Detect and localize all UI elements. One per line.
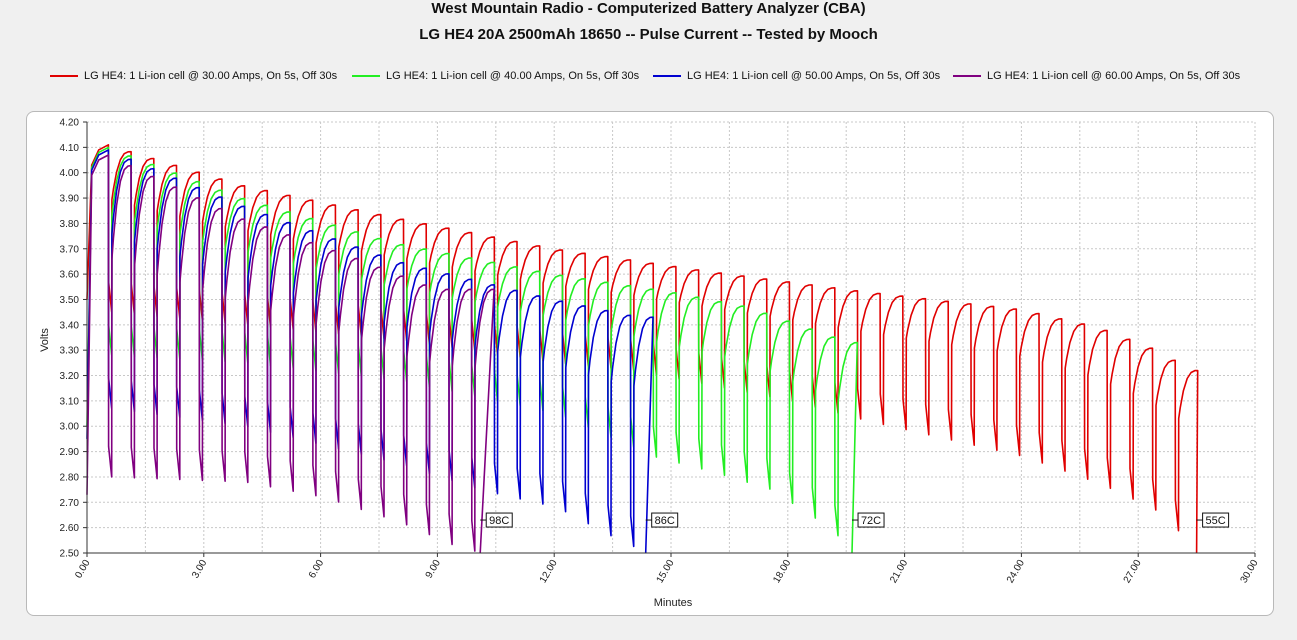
y-tick-label: 2.60 [60,523,80,534]
y-tick-label: 4.10 [60,143,80,154]
x-tick-label: 18.00 [771,558,793,586]
x-tick-label: 12.00 [538,558,560,586]
end-label-text: 72C [861,515,881,527]
y-tick-label: 2.70 [60,498,80,509]
x-tick-label: 21.00 [888,558,910,586]
end-label-box [1202,512,1230,528]
end-label-box [485,512,513,528]
y-tick-label: 3.90 [60,194,80,205]
y-tick-label: 2.90 [60,447,80,458]
chart-subtitle: LG HE4 20A 2500mAh 18650 -- Pulse Curren… [419,26,878,43]
legend-label-40a: LG HE4: 1 Li-ion cell @ 40.00 Amps, On 5… [386,70,640,82]
x-axis-title: Minutes [654,597,693,609]
y-axis-title: Volts [39,328,51,352]
legend-swatch-40a [352,75,380,77]
y-tick-label: 2.80 [60,472,80,483]
legend-item-50a: LG HE4: 1 Li-ion cell @ 50.00 Amps, On 5… [653,70,940,82]
y-tick-label: 3.80 [60,219,80,230]
legend-label-30a: LG HE4: 1 Li-ion cell @ 30.00 Amps, On 5… [84,70,338,82]
grid-lines [87,121,1256,553]
chart-legend: LG HE4: 1 Li-ion cell @ 30.00 Amps, On 5… [50,70,1270,86]
y-tick-label: 3.40 [60,320,80,331]
x-tick-label: 6.00 [307,558,326,581]
x-tick-label: 30.00 [1239,558,1261,586]
x-tick-label: 3.00 [190,558,209,581]
x-tick-label: 27.00 [1122,558,1144,586]
end-label-text: 98C [489,515,509,527]
legend-label-60a: LG HE4: 1 Li-ion cell @ 60.00 Amps, On 5… [987,70,1241,82]
x-tick-label: 0.00 [73,558,92,581]
legend-swatch-60a [953,75,981,77]
y-tick-label: 3.30 [60,346,80,357]
end-labels: 55C 72C 86C 98C [480,512,1230,528]
series-end-label: 98C [480,512,513,528]
series-end-label: 72C [852,512,885,528]
x-tick-label: 15.00 [655,558,677,586]
y-tick-label: 3.60 [60,270,80,281]
y-tick-label: 3.20 [60,371,80,382]
series-line [86,149,654,554]
y-tick-label: 4.20 [60,118,80,129]
legend-item-30a: LG HE4: 1 Li-ion cell @ 30.00 Amps, On 5… [50,70,337,82]
legend-swatch-50a [653,75,681,77]
end-label-box [651,512,679,528]
axes [83,121,1256,557]
legend-item-60a: LG HE4: 1 Li-ion cell @ 60.00 Amps, On 5… [953,70,1240,82]
end-label-text: 86C [655,515,675,527]
series-layer [86,144,1199,554]
title-block: West Mountain Radio - Computerized Batte… [0,0,1297,44]
series-end-label: 55C [1196,512,1230,528]
series-line [86,144,1199,554]
series-line [86,154,495,554]
end-label-text: 55C [1206,515,1226,527]
end-label-box [857,512,885,528]
y-tick-label: 3.50 [60,295,80,306]
y-tick-label: 2.50 [60,549,80,560]
x-tick-label: 9.00 [424,558,443,581]
y-tick-label: 4.00 [60,168,80,179]
x-tick-label: 24.00 [1005,558,1027,586]
legend-swatch-30a [50,75,78,77]
series-end-label: 86C [645,512,679,528]
y-tick-label: 3.10 [60,396,80,407]
y-tick-label: 3.70 [60,244,80,255]
y-tick-label: 3.00 [60,422,80,433]
legend-item-40a: LG HE4: 1 Li-ion cell @ 40.00 Amps, On 5… [352,70,639,82]
legend-label-50a: LG HE4: 1 Li-ion cell @ 50.00 Amps, On 5… [687,70,941,82]
chart-title: West Mountain Radio - Computerized Batte… [431,0,866,17]
